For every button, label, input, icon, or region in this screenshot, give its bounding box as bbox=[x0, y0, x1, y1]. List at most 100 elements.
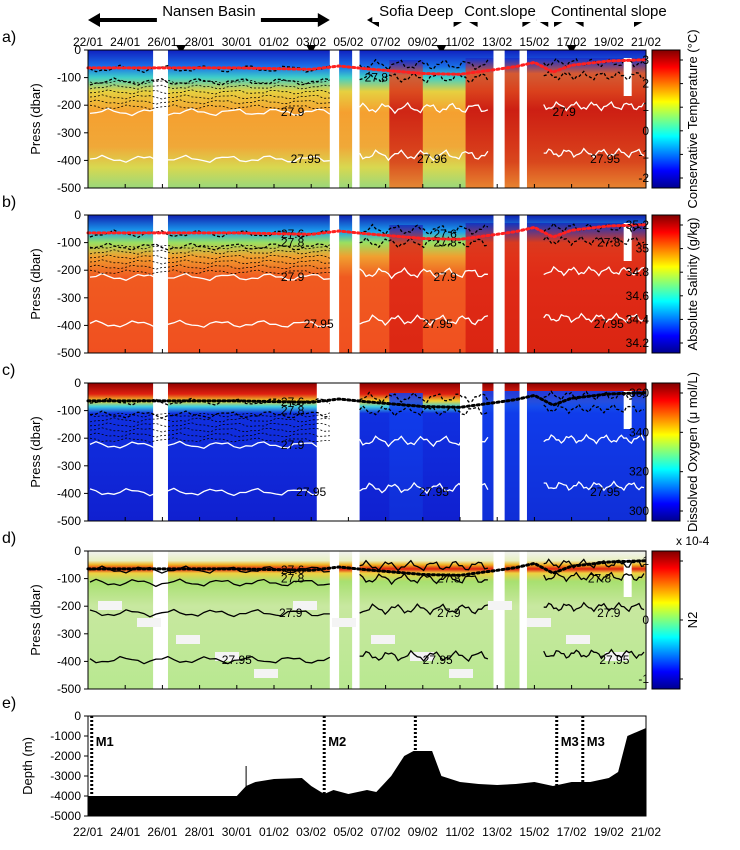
y-tick-label: 0 bbox=[74, 709, 81, 723]
isopycnal-line bbox=[543, 648, 645, 660]
isopycnal-line bbox=[359, 58, 489, 71]
mixed-layer-line bbox=[86, 223, 648, 241]
contour-label: 27.95 bbox=[423, 653, 453, 667]
data-gap bbox=[493, 50, 505, 188]
bottom-date-label: 03/02 bbox=[296, 825, 326, 839]
top-date-label: 07/02 bbox=[371, 35, 401, 49]
bottom-date-label: 28/01 bbox=[185, 825, 215, 839]
panel-d: 27.627.827.927.9527.827.927.9527.827.927… bbox=[2, 530, 710, 696]
contour-label: 27.8 bbox=[281, 572, 305, 586]
data-gap bbox=[153, 50, 168, 188]
top-date-label: 11/02 bbox=[445, 35, 474, 49]
data-gap bbox=[329, 50, 340, 188]
colorbar bbox=[651, 214, 681, 354]
isopycnal-line bbox=[543, 403, 645, 415]
contour-label: 27.95 bbox=[419, 485, 449, 499]
data-gap bbox=[493, 383, 505, 521]
colorbar-tick-label: 320 bbox=[629, 465, 649, 479]
colorbar-tick-label: 35.2 bbox=[626, 218, 650, 232]
contour-label: 27.9 bbox=[279, 606, 303, 620]
isopycnal-line bbox=[89, 412, 330, 418]
panel-b: 27.627.827.927.9527.627.827.927.9527.827… bbox=[2, 194, 700, 360]
bottom-date-label: 15/02 bbox=[519, 825, 549, 839]
isopycnal-line bbox=[543, 390, 645, 401]
top-date-label: 01/02 bbox=[259, 35, 289, 49]
isopycnal-line bbox=[89, 440, 330, 450]
plot-frame bbox=[87, 214, 647, 354]
top-date-label: 05/02 bbox=[333, 35, 363, 49]
low-stratification-patch bbox=[293, 601, 317, 610]
colorbar-tick-label: -1 bbox=[638, 672, 649, 686]
colorbar-tick-label: -1 bbox=[638, 147, 649, 161]
isopycnal-line bbox=[543, 235, 645, 247]
low-stratification-patch bbox=[215, 652, 239, 661]
y-tick-label: 0 bbox=[74, 43, 81, 57]
isopycnal-line bbox=[543, 265, 645, 277]
colorbar-tick-label: 300 bbox=[629, 504, 649, 518]
contour-label: 27.8 bbox=[281, 236, 305, 250]
top-date-label: 30/01 bbox=[222, 35, 252, 49]
y-tick-label: -200 bbox=[57, 98, 81, 112]
low-stratification-patch bbox=[449, 669, 473, 678]
top-date-label: 22/01 bbox=[73, 35, 103, 49]
y-tick-label: -300 bbox=[57, 459, 81, 473]
colorbar-tick-label: 34.4 bbox=[626, 312, 650, 326]
region-label: Continental slope bbox=[551, 3, 667, 20]
contour-label: 27.95 bbox=[222, 653, 252, 667]
isopycnal-line bbox=[359, 236, 489, 249]
colorbar-tick-label: -2 bbox=[638, 171, 649, 185]
colorbar-tick-label: 34.8 bbox=[626, 265, 650, 279]
isopycnal-line bbox=[543, 558, 645, 569]
isopycnal-line bbox=[89, 272, 330, 282]
colorbar-tick-label: 35 bbox=[636, 242, 650, 256]
contour-label: 27.8 bbox=[365, 71, 389, 85]
isopycnal-line bbox=[89, 89, 330, 95]
contour-label: 27.95 bbox=[291, 152, 321, 166]
y-tick-label: -1000 bbox=[50, 729, 81, 743]
y-axis-label: Press (dbar) bbox=[28, 248, 43, 320]
isopycnal-line bbox=[543, 433, 645, 445]
top-date-label: 19/02 bbox=[594, 35, 624, 49]
data-gap bbox=[519, 383, 527, 521]
bottom-date-label: 24/01 bbox=[110, 825, 140, 839]
data-gap bbox=[153, 383, 168, 521]
low-stratification-patch bbox=[254, 669, 278, 678]
contour-label: 27.9 bbox=[281, 105, 305, 119]
isopycnal-line bbox=[359, 267, 488, 280]
top-date-label: 09/02 bbox=[408, 35, 438, 49]
isopycnal-line bbox=[543, 147, 645, 159]
y-tick-label: -4000 bbox=[50, 789, 81, 803]
colorbar bbox=[651, 49, 681, 189]
panel-a: 27.8 27.9 27.9 27.95 27.95 27.96 0 -100 -200 -300… bbox=[2, 29, 700, 209]
bottom-date-label: 30/01 bbox=[222, 825, 252, 839]
isopycnal-line bbox=[89, 99, 330, 105]
bottom-date-label: 21/02 bbox=[631, 825, 661, 839]
isopycnal-line bbox=[89, 565, 330, 574]
contour-label: 27.95 bbox=[594, 317, 624, 331]
mooring-label: M3 bbox=[587, 734, 605, 749]
colorbar-label: Dissolved Oxygen (μ mol/L) bbox=[685, 372, 700, 532]
contour-label: 27.9 bbox=[281, 438, 305, 452]
low-stratification-patch bbox=[137, 618, 161, 627]
isopycnal-line bbox=[359, 314, 489, 327]
y-tick-label: -200 bbox=[57, 431, 81, 445]
bottom-date-label: 26/01 bbox=[147, 825, 177, 839]
bottom-date-label: 19/02 bbox=[594, 825, 624, 839]
isopycnal-line bbox=[89, 432, 330, 438]
isopycnal-line bbox=[89, 487, 330, 497]
colorbar-tick-label: 3 bbox=[642, 53, 649, 67]
top-date-label: 13/02 bbox=[482, 35, 512, 49]
y-tick-label: -500 bbox=[57, 514, 81, 528]
y-tick-label: -300 bbox=[57, 291, 81, 305]
arrow-right-icon bbox=[317, 13, 330, 27]
data-gap bbox=[153, 215, 168, 353]
contour-label: 27.95 bbox=[423, 317, 453, 331]
data-gap bbox=[329, 215, 340, 353]
data-gap bbox=[352, 50, 360, 188]
contour-label: 27.8 bbox=[281, 404, 305, 418]
data-gap bbox=[519, 551, 527, 689]
y-tick-label: -400 bbox=[57, 654, 81, 668]
low-stratification-patch bbox=[176, 635, 200, 644]
